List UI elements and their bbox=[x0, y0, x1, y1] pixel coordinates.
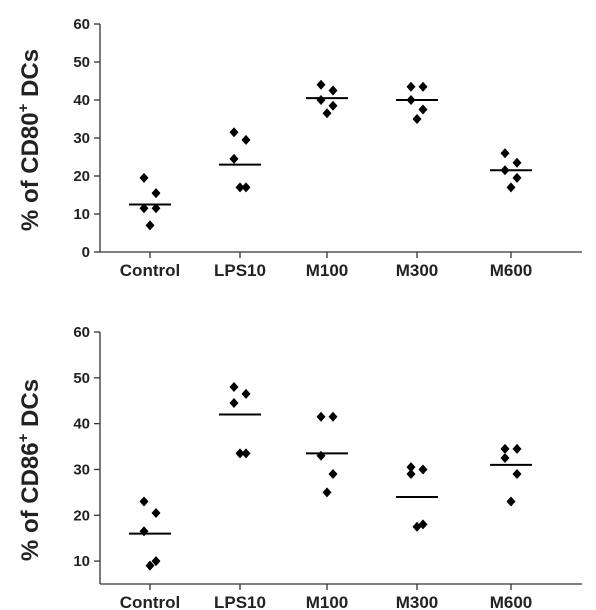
y-axis-title-superscript: + bbox=[15, 103, 32, 112]
data-point bbox=[412, 521, 422, 532]
chart-panel-cd86: 10 20 30 40 50 60 Control LPS10 M100 M300 M600 % of… bbox=[15, 324, 582, 610]
y-tick-label: 50 bbox=[73, 370, 90, 387]
y-tick-label: 20 bbox=[73, 507, 90, 524]
data-point bbox=[316, 450, 326, 461]
y-tick-label: 50 bbox=[73, 54, 90, 71]
data-point bbox=[328, 100, 338, 111]
data-point bbox=[512, 443, 522, 454]
data-point bbox=[328, 469, 338, 480]
data-point bbox=[316, 79, 326, 90]
data-point bbox=[512, 157, 522, 168]
data-point bbox=[412, 114, 422, 124]
chart-panel-cd80: 0 10 20 30 40 50 60 Control LPS10 M100 M300 M600 % o… bbox=[15, 16, 582, 280]
y-axis-title: % of CD86+ DCs bbox=[15, 379, 44, 561]
data-point bbox=[229, 153, 239, 164]
y-tick-label: 30 bbox=[73, 461, 90, 478]
data-point bbox=[500, 443, 510, 454]
y-tick-label: 40 bbox=[73, 92, 90, 109]
y-axis-title-suffix: DCs bbox=[17, 379, 44, 434]
data-point bbox=[145, 220, 155, 231]
data-point bbox=[500, 453, 510, 463]
data-point bbox=[139, 526, 149, 537]
data-point bbox=[151, 507, 161, 518]
data-point bbox=[145, 560, 155, 571]
x-category-label: Control bbox=[120, 261, 180, 280]
data-point bbox=[328, 85, 338, 96]
data-point bbox=[241, 182, 251, 193]
data-point bbox=[151, 188, 161, 199]
x-category-label: M300 bbox=[396, 261, 439, 280]
x-category-label: M100 bbox=[306, 593, 349, 610]
data-point bbox=[406, 469, 416, 480]
data-point bbox=[139, 203, 149, 214]
data-point bbox=[316, 411, 326, 422]
data-point bbox=[322, 108, 332, 119]
y-axis-title-suffix: DCs bbox=[17, 49, 44, 104]
y-axis-title-main: % of CD80 bbox=[17, 112, 44, 231]
x-category-label: LPS10 bbox=[214, 261, 266, 280]
data-point bbox=[151, 556, 161, 567]
data-point bbox=[139, 496, 149, 507]
data-point bbox=[235, 448, 245, 459]
y-axis-title: % of CD80+ DCs bbox=[15, 49, 44, 231]
data-point bbox=[229, 127, 239, 138]
data-point bbox=[512, 172, 522, 183]
data-point bbox=[506, 182, 516, 193]
x-category-label: M100 bbox=[306, 261, 349, 280]
data-point bbox=[322, 487, 332, 498]
data-point bbox=[418, 81, 428, 92]
y-tick-label: 60 bbox=[73, 324, 90, 341]
y-tick-label: 10 bbox=[73, 553, 90, 570]
x-category-label: M600 bbox=[490, 261, 533, 280]
y-axis-title-main: % of CD86 bbox=[17, 442, 44, 561]
y-tick-label: 0 bbox=[82, 244, 90, 261]
y-tick-label: 30 bbox=[73, 130, 90, 147]
x-category-label: LPS10 bbox=[214, 593, 266, 610]
data-point bbox=[151, 203, 161, 214]
data-point bbox=[406, 462, 416, 473]
data-point bbox=[418, 464, 428, 475]
x-category-label: M600 bbox=[490, 593, 533, 610]
x-category-label: M300 bbox=[396, 593, 439, 610]
y-tick-label: 10 bbox=[73, 206, 90, 223]
data-point bbox=[235, 182, 245, 193]
data-point bbox=[229, 398, 239, 409]
data-point bbox=[316, 95, 326, 105]
data-point bbox=[241, 134, 251, 145]
data-point bbox=[506, 496, 516, 507]
data-point bbox=[241, 388, 251, 399]
data-point bbox=[229, 381, 239, 392]
data-point bbox=[406, 81, 416, 92]
y-tick-label: 60 bbox=[73, 16, 90, 33]
data-point bbox=[139, 172, 149, 183]
data-point bbox=[500, 148, 510, 159]
data-point bbox=[241, 448, 251, 459]
data-point bbox=[512, 469, 522, 480]
y-tick-label: 40 bbox=[73, 416, 90, 433]
data-point bbox=[328, 411, 338, 422]
y-tick-label: 20 bbox=[73, 168, 90, 185]
x-category-label: Control bbox=[120, 593, 180, 610]
y-axis-title-superscript: + bbox=[15, 433, 32, 442]
data-point bbox=[418, 104, 428, 115]
